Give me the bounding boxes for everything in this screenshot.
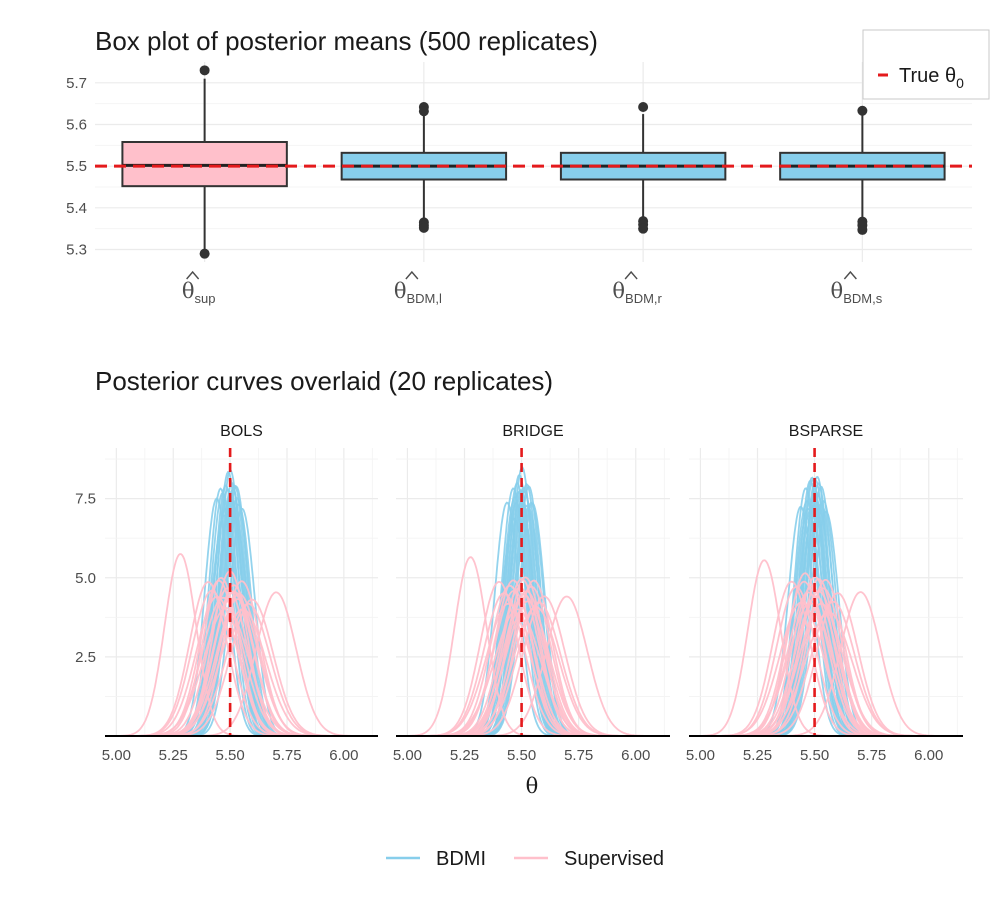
outlier-point [199,65,210,76]
true-value-legend-frame [862,29,990,100]
outlier-point [857,224,868,235]
boxplot-title: Box plot of posterior means (500 replica… [95,26,598,56]
category-symbol: θ [182,279,195,303]
category-label: θsup [182,279,216,306]
hat-accent [843,270,857,280]
curves-y-ticks: 2.5 5.0 7.5 [75,491,96,666]
y-tick-label: 7.5 [75,491,96,508]
x-tick-label: 5.75 [857,747,886,764]
x-tick-label: 6.00 [621,747,650,764]
category-label: θBDM,s [831,279,883,306]
x-tick-label: 5.50 [507,747,536,764]
category-subscript: BDM,l [407,291,443,306]
facet-bols: BOLS 5.00 5.25 5.50 5.75 6.00 [102,423,378,764]
category-label: θBDM,r [612,279,662,306]
y-tick-label: 5.0 [75,570,96,587]
curves-facets: BOLS 5.00 5.25 5.50 5.75 6.00 BRIDGE 5.00 5.25 5.… [102,423,963,764]
hat-accent [405,270,419,280]
category-subscript: sup [194,291,215,306]
outlier-point [418,222,429,233]
curves-x-axis-label: θ [526,774,539,798]
category-symbol: θ [394,279,407,303]
facet-bridge: BRIDGE 5.00 5.25 5.50 5.75 6.00 [393,423,670,764]
facet-strip-label: BRIDGE [502,423,563,440]
y-tick-label: 5.5 [66,158,87,175]
x-tick-label: 5.00 [102,747,131,764]
x-tick-label: 5.50 [216,747,245,764]
series-legend: BDMI Supervised [386,848,664,870]
hat-accent [186,270,200,280]
legend-label-supervised: Supervised [564,848,664,870]
y-tick-label: 5.4 [66,200,87,217]
box-3 [559,102,727,234]
boxplot-category-labels: θsup θBDM,l θBDM,r θBDM,s [182,270,883,306]
hat-accent [624,270,638,280]
y-tick-label: 2.5 [75,649,96,666]
outlier-point [199,248,210,259]
y-tick-label: 5.6 [66,117,87,134]
x-tick-label: 5.25 [743,747,772,764]
outlier-point [638,102,649,112]
boxplot-y-ticks: 5.3 5.4 5.5 5.6 5.7 [66,75,87,259]
x-tick-label: 5.25 [450,747,479,764]
category-symbol: θ [612,279,625,303]
category-subscript: BDM,r [625,291,663,306]
x-tick-label: 6.00 [914,747,943,764]
y-tick-label: 5.3 [66,242,87,259]
facet-bsparse: BSPARSE 5.00 5.25 5.50 5.75 6.00 [686,423,963,764]
facet-strip-label: BSPARSE [789,423,863,440]
y-tick-label: 5.7 [66,75,87,92]
x-tick-label: 6.00 [329,747,358,764]
x-tick-label: 5.75 [272,747,301,764]
x-tick-label: 5.50 [800,747,829,764]
boxplot-boxes [121,65,946,259]
x-tick-label: 5.75 [564,747,593,764]
facet-strip-label: BOLS [220,423,263,440]
x-tick-label: 5.00 [686,747,715,764]
outlier-point [638,223,649,234]
category-subscript: BDM,s [843,291,883,306]
x-tick-label: 5.00 [393,747,422,764]
curves-title: Posterior curves overlaid (20 replicates… [95,366,553,396]
box-4 [779,105,946,235]
category-symbol: θ [831,279,844,303]
true-value-legend-label: True θ0 [899,65,964,91]
outlier-point [857,105,868,116]
true-value-legend: True θ0 [862,29,990,100]
x-tick-label: 5.25 [159,747,188,764]
legend-label-bdmi: BDMI [436,848,486,870]
category-label: θBDM,l [394,279,442,306]
box-1 [121,65,288,259]
outlier-point [418,106,429,117]
